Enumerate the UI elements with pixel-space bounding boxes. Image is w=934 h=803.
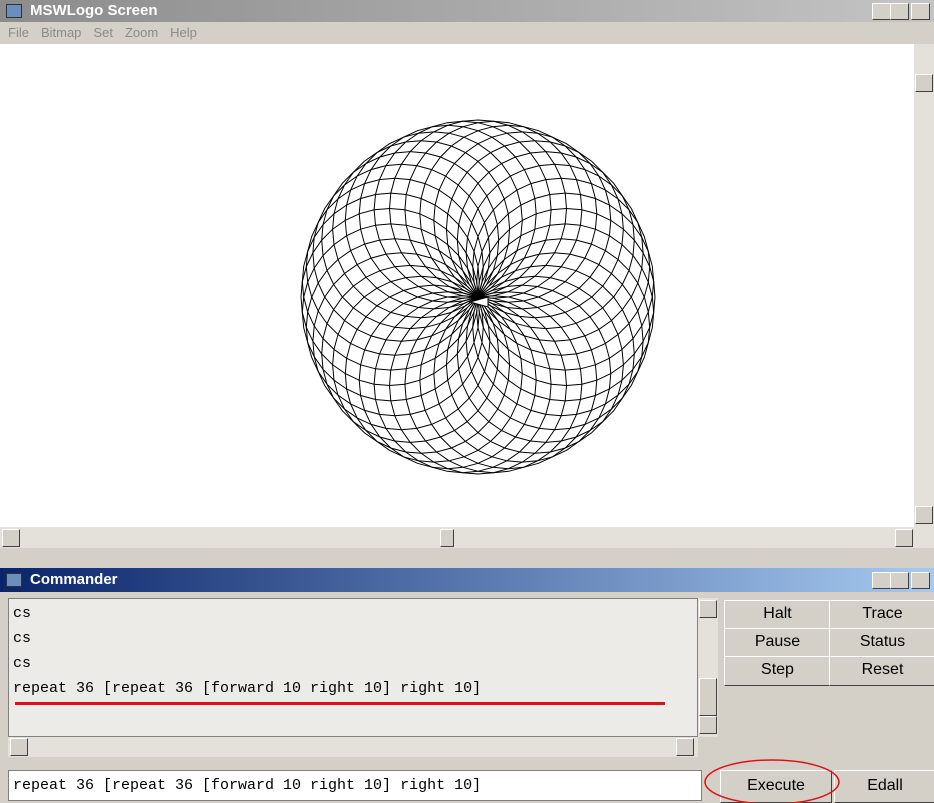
history-list[interactable]: cs cs cs repeat 36 [repeat 36 [forward 10 r… [8, 598, 698, 737]
menu-item[interactable]: Help [170, 25, 197, 40]
command-button[interactable]: Step [724, 656, 831, 686]
history-vscroll[interactable] [698, 598, 718, 737]
screen-title: MSWLogo Screen [30, 2, 158, 19]
commander-title: Commander [30, 571, 118, 588]
horizontal-scrollbar[interactable] [0, 527, 934, 548]
turtle [468, 296, 489, 308]
minimize[interactable] [872, 3, 891, 20]
red-underline [15, 702, 665, 705]
scroll-right[interactable] [676, 738, 694, 756]
close[interactable] [911, 572, 930, 589]
command-button[interactable]: Status [829, 628, 934, 658]
scroll-up[interactable] [699, 600, 717, 618]
turtle-drawing [300, 119, 656, 475]
scroll-down[interactable] [915, 506, 933, 524]
scroll-up[interactable] [915, 74, 933, 92]
scroll-right[interactable] [895, 529, 913, 547]
highlight-ellipse [704, 759, 840, 803]
rose-circle [465, 163, 644, 342]
maximize[interactable] [890, 572, 909, 589]
drawing-canvas [0, 44, 914, 527]
vertical-scrollbar[interactable] [914, 44, 934, 527]
edall-button[interactable]: Edall [834, 770, 934, 803]
rose-circle [456, 151, 635, 330]
menu-item[interactable]: File [8, 25, 29, 40]
app-icon [6, 4, 22, 18]
command-button[interactable]: Pause [724, 628, 831, 658]
scroll-thumb[interactable] [440, 529, 454, 547]
maximize[interactable] [890, 3, 909, 20]
rose-circle [472, 177, 651, 356]
close[interactable] [911, 3, 930, 20]
command-button[interactable]: Halt [724, 600, 831, 630]
commander-title-bar: Commander [0, 568, 934, 592]
history-line: cs [13, 630, 32, 647]
minimize[interactable] [872, 572, 891, 589]
history-line: repeat 36 [repeat 36 [forward 10 right 1… [13, 680, 482, 697]
execute-button[interactable]: Execute [720, 770, 832, 803]
history-line: cs [13, 655, 32, 672]
scroll-left[interactable] [10, 738, 28, 756]
menu-item[interactable]: Bitmap [40, 25, 82, 40]
command-button[interactable]: Reset [829, 656, 934, 686]
screen-title-bar: MSWLogo Screen [0, 0, 934, 22]
red-ellipse [704, 759, 840, 803]
rose-circle [476, 192, 655, 371]
scroll-thumb[interactable] [699, 678, 717, 716]
scroll-left[interactable] [2, 529, 20, 547]
scroll-down[interactable] [699, 716, 717, 734]
menu-item[interactable]: Zoom [124, 25, 159, 40]
command-input[interactable]: repeat 36 [repeat 36 [forward 10 right 1… [8, 770, 702, 801]
rose-circle [445, 140, 624, 319]
history-line: cs [13, 605, 32, 622]
app-icon [6, 573, 22, 587]
history-hscroll[interactable] [8, 737, 698, 757]
menu-item[interactable]: Set [93, 25, 113, 40]
menu-bar: File Bitmap Set Zoom Help [0, 22, 934, 44]
rose-circle [433, 131, 612, 310]
command-button[interactable]: Trace [829, 600, 934, 630]
